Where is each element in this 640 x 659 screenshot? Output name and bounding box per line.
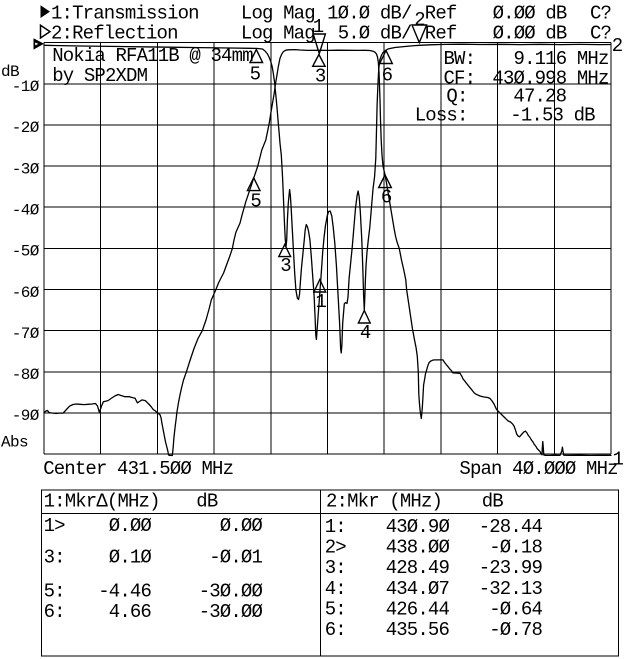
svg-text:-8Ø: -8Ø: [12, 366, 40, 384]
svg-text:-2Ø: -2Ø: [12, 119, 40, 137]
svg-text:1: 1: [613, 449, 624, 471]
svg-text:2>: 2>: [325, 537, 347, 559]
svg-text:-9Ø: -9Ø: [12, 407, 40, 425]
svg-text:4.66: 4.66: [109, 601, 152, 623]
svg-text:438.ØØ: 438.ØØ: [386, 537, 450, 559]
svg-text:-1Ø: -1Ø: [12, 78, 40, 96]
svg-text:-3Ø.ØØ: -3Ø.ØØ: [199, 601, 263, 623]
svg-text:-4.46: -4.46: [98, 581, 151, 603]
svg-text:6:: 6:: [325, 619, 346, 641]
svg-text:3:: 3:: [44, 547, 65, 569]
svg-text:-32.13: -32.13: [479, 578, 543, 600]
svg-text:428.49: 428.49: [386, 557, 450, 579]
svg-text:-28.44: -28.44: [479, 516, 543, 538]
svg-text:Q:: Q:: [446, 86, 467, 108]
svg-text:Log Mag: Log Mag: [241, 22, 315, 44]
svg-text:BW:: BW:: [444, 48, 476, 70]
svg-text:1:MkrΔ(MHz): 1:MkrΔ(MHz): [44, 491, 160, 513]
svg-text:dB: dB: [1, 63, 19, 81]
svg-text:9.116 MHz: 9.116 MHz: [514, 48, 609, 70]
svg-text:1: 1: [313, 16, 324, 38]
svg-text:43Ø.998 MHz: 43Ø.998 MHz: [492, 68, 608, 90]
svg-text:2: 2: [612, 35, 623, 57]
svg-text:Ø.1Ø: Ø.1Ø: [109, 547, 152, 569]
svg-text:by SP2XDM: by SP2XDM: [52, 65, 147, 87]
svg-text:CF:: CF:: [444, 68, 476, 90]
svg-text:1Ø.Ø dB/: 1Ø.Ø dB/: [327, 2, 412, 24]
svg-text:2: 2: [414, 9, 425, 31]
svg-text:1: 1: [316, 291, 327, 313]
svg-text:3: 3: [280, 255, 291, 277]
svg-text:-23.99: -23.99: [479, 557, 543, 579]
svg-text:-Ø.Ø1: -Ø.Ø1: [209, 547, 262, 569]
svg-text:5: 5: [250, 191, 261, 213]
svg-text:Ø.ØØ dB: Ø.ØØ dB: [493, 2, 567, 24]
svg-text:-3Ø: -3Ø: [12, 160, 40, 178]
svg-text:Ref: Ref: [425, 2, 457, 24]
svg-text:-Ø.78: -Ø.78: [489, 619, 542, 641]
svg-text:434.Ø7: 434.Ø7: [386, 578, 449, 600]
svg-text:5:: 5:: [44, 581, 65, 603]
svg-text:C?: C?: [590, 2, 611, 24]
svg-text:5:: 5:: [325, 598, 346, 620]
svg-text:Log Mag: Log Mag: [241, 2, 315, 24]
svg-text:Loss:: Loss:: [415, 104, 468, 126]
svg-text:426.44: 426.44: [386, 598, 450, 620]
svg-text:43Ø.9Ø: 43Ø.9Ø: [386, 516, 450, 538]
svg-text:-3Ø.ØØ: -3Ø.ØØ: [199, 581, 263, 603]
svg-text:-Ø.18: -Ø.18: [489, 537, 542, 559]
svg-text:5.Ø dB/: 5.Ø dB/: [338, 22, 412, 44]
svg-text:1:Transmission: 1:Transmission: [51, 2, 199, 24]
svg-text:1:: 1:: [325, 516, 346, 538]
svg-text:Ref: Ref: [425, 22, 457, 44]
svg-text:6: 6: [381, 187, 392, 209]
svg-text:1>: 1>: [44, 515, 66, 537]
svg-text:5: 5: [250, 63, 261, 85]
svg-text:Ø.ØØ dB: Ø.ØØ dB: [493, 22, 567, 44]
svg-text:-7Ø: -7Ø: [12, 325, 40, 343]
svg-text:2:Reflection: 2:Reflection: [51, 22, 178, 44]
svg-text:-1.53 dB: -1.53 dB: [510, 104, 595, 126]
svg-text:435.56: 435.56: [386, 619, 450, 641]
svg-text:3: 3: [315, 66, 326, 88]
svg-text:C?: C?: [590, 22, 611, 44]
svg-text:Center 431.5ØØ MHz: Center 431.5ØØ MHz: [43, 458, 233, 480]
svg-text:Nokia RFA11B @ 34mm: Nokia RFA11B @ 34mm: [52, 45, 253, 67]
svg-text:3:: 3:: [325, 557, 346, 579]
svg-text:Ø.ØØ: Ø.ØØ: [220, 515, 263, 537]
svg-text:4:: 4:: [325, 578, 346, 600]
svg-text:-6Ø: -6Ø: [12, 284, 40, 302]
svg-text:Span 4Ø.ØØØ MHz: Span 4Ø.ØØØ MHz: [459, 458, 617, 480]
svg-text:Ø.ØØ: Ø.ØØ: [109, 515, 152, 537]
svg-text:2:Mkr (MHz): 2:Mkr (MHz): [326, 491, 442, 513]
svg-text:47.28: 47.28: [513, 86, 566, 108]
svg-text:dB: dB: [482, 491, 504, 513]
svg-text:-Ø.64: -Ø.64: [489, 598, 542, 620]
svg-text:4: 4: [360, 322, 371, 344]
svg-text:Abs: Abs: [1, 433, 28, 451]
svg-text:-5Ø: -5Ø: [12, 243, 40, 261]
svg-text:6:: 6:: [44, 601, 65, 623]
svg-text:6: 6: [382, 65, 393, 87]
svg-text:dB: dB: [196, 491, 218, 513]
svg-text:-4Ø: -4Ø: [12, 202, 40, 220]
